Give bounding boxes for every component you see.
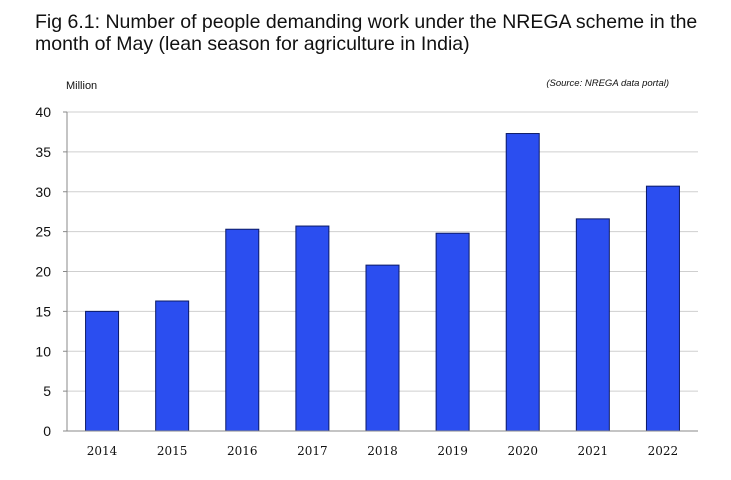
- x-tick-label: 2022: [648, 444, 679, 458]
- x-tick-label: 2015: [157, 444, 188, 458]
- bar-2017: [295, 225, 330, 432]
- bar-2019: [435, 232, 470, 432]
- x-tick-label: 2016: [227, 444, 258, 458]
- x-tick-label: 2014: [87, 444, 118, 458]
- x-tick-label: 2018: [367, 444, 398, 458]
- bar-2016: [225, 228, 260, 432]
- y-tick-label: 20: [35, 264, 51, 280]
- bar-2021: [575, 218, 610, 432]
- y-tick-label: 25: [35, 224, 51, 240]
- y-tick-label: 0: [43, 423, 51, 439]
- x-tick-label: 2021: [578, 444, 609, 458]
- bar-2015: [155, 300, 190, 432]
- bar-2022: [645, 185, 680, 432]
- source-note: (Source: NREGA data portal): [546, 78, 669, 89]
- x-tick-label: 2020: [507, 444, 538, 458]
- x-tick-label: 2017: [297, 444, 328, 458]
- y-tick-label: 5: [43, 383, 51, 399]
- y-tick-label: 40: [35, 104, 51, 120]
- y-tick-label: 10: [35, 343, 51, 359]
- y-axis-unit-label: Million: [66, 80, 98, 92]
- chart-title: Fig 6.1: Number of people demanding work…: [35, 11, 698, 55]
- bar-2014: [85, 310, 120, 432]
- y-tick-label: 15: [35, 303, 51, 319]
- bar-2020: [505, 133, 540, 432]
- x-tick-label: 2019: [437, 444, 468, 458]
- y-tick-label: 30: [35, 184, 51, 200]
- y-tick-label: 35: [35, 144, 51, 160]
- bar-2018: [365, 264, 400, 432]
